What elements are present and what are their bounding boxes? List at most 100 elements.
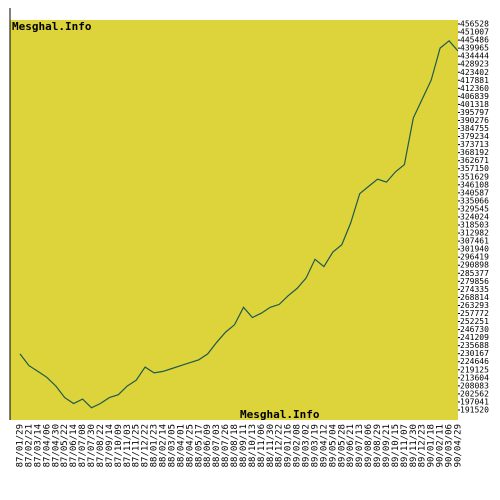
x-tick-label: 89/04/12 bbox=[319, 424, 329, 467]
x-tick-label: 88/02/14 bbox=[159, 424, 169, 467]
plot-area bbox=[10, 20, 458, 420]
y-tick-label: 202562 bbox=[460, 389, 489, 398]
x-tick-label: 87/07/30 bbox=[87, 424, 97, 467]
x-tick-label: 87/03/14 bbox=[33, 424, 43, 467]
y-tick-label: 368192 bbox=[460, 148, 489, 157]
y-tick-label: 191520 bbox=[460, 405, 489, 414]
y-tick-label: 285377 bbox=[460, 269, 489, 278]
y-tick-label: 235688 bbox=[460, 341, 489, 350]
x-tick-label: 90/04/29 bbox=[454, 424, 464, 467]
x-tick-label: 88/01/23 bbox=[150, 424, 160, 467]
y-tick-label: 268814 bbox=[460, 293, 489, 302]
x-tick-label: 89/11/30 bbox=[409, 424, 419, 467]
y-tick-label: 401318 bbox=[460, 100, 489, 109]
y-tick-label: 296419 bbox=[460, 253, 489, 262]
x-tick-label: 90/03/06 bbox=[445, 424, 455, 467]
x-tick-label: 87/10/09 bbox=[114, 424, 124, 467]
y-tick-label: 456528 bbox=[460, 20, 489, 29]
y-tick-label: 197041 bbox=[460, 397, 489, 406]
x-tick-label: 88/05/17 bbox=[194, 424, 204, 467]
x-tick-label: 87/06/14 bbox=[69, 424, 79, 467]
x-tick-label: 88/09/11 bbox=[239, 424, 249, 467]
x-tick-label: 89/05/04 bbox=[328, 424, 338, 467]
y-tick-label: 335066 bbox=[460, 196, 489, 205]
y-tick-label: 373713 bbox=[460, 140, 489, 149]
y-tick-label: 357150 bbox=[460, 164, 489, 173]
x-tick-label: 88/11/30 bbox=[266, 424, 276, 467]
y-tick-label: 451007 bbox=[460, 28, 489, 37]
y-tick-label: 346108 bbox=[460, 180, 489, 189]
x-tick-label: 89/08/06 bbox=[364, 424, 374, 467]
y-tick-label: 434444 bbox=[460, 52, 489, 61]
x-tick-label: 89/11/07 bbox=[400, 424, 410, 467]
y-tick-label: 340587 bbox=[460, 188, 489, 197]
x-tick-label: 89/07/13 bbox=[355, 424, 365, 467]
y-tick-label: 362671 bbox=[460, 156, 489, 165]
y-tick-label: 219125 bbox=[460, 365, 489, 374]
x-tick-label: 87/11/25 bbox=[132, 424, 142, 467]
watermark: Mesghal.Info bbox=[240, 408, 320, 421]
x-tick-label: 89/09/21 bbox=[382, 424, 392, 467]
y-tick-label: 274335 bbox=[460, 285, 489, 294]
y-tick-label: 257772 bbox=[460, 309, 489, 318]
y-tick-label: 279856 bbox=[460, 277, 489, 286]
x-tick-label: 89/01/16 bbox=[284, 424, 294, 467]
y-tick-label: 445486 bbox=[460, 36, 489, 45]
x-tick-label: 88/11/06 bbox=[257, 424, 267, 467]
y-tick-label: 324024 bbox=[460, 212, 489, 221]
y-tick-label: 290898 bbox=[460, 261, 489, 270]
watermark: Mesghal.Info bbox=[12, 20, 92, 33]
y-tick-label: 406839 bbox=[460, 92, 489, 101]
y-tick-label: 246730 bbox=[460, 325, 489, 334]
x-tick-label: 88/06/09 bbox=[203, 424, 213, 467]
x-tick-label: 87/12/22 bbox=[141, 424, 151, 467]
y-tick-label: 213604 bbox=[460, 373, 489, 382]
x-tick-label: 88/08/18 bbox=[230, 424, 240, 467]
y-tick-label: 263293 bbox=[460, 301, 489, 310]
x-tick-label: 87/05/22 bbox=[60, 424, 70, 467]
y-tick-label: 351629 bbox=[460, 172, 489, 181]
y-tick-label: 439965 bbox=[460, 44, 489, 53]
x-tick-label: 89/05/28 bbox=[337, 424, 347, 467]
y-tick-label: 423402 bbox=[460, 68, 489, 77]
y-tick-label: 224646 bbox=[460, 357, 489, 366]
x-tick-label: 89/03/19 bbox=[310, 424, 320, 467]
x-tick-label: 87/08/22 bbox=[96, 424, 106, 467]
x-tick-label: 90/01/18 bbox=[427, 424, 437, 467]
y-tick-label: 412360 bbox=[460, 84, 489, 93]
y-tick-label: 230167 bbox=[460, 349, 489, 358]
y-tick-label: 379234 bbox=[460, 132, 489, 141]
x-tick-label: 90/02/11 bbox=[436, 424, 446, 467]
y-tick-label: 395797 bbox=[460, 108, 489, 117]
y-tick-label: 252251 bbox=[460, 317, 489, 326]
y-tick-label: 329545 bbox=[460, 204, 489, 213]
y-tick-label: 318503 bbox=[460, 221, 489, 230]
x-tick-label: 89/06/21 bbox=[346, 424, 356, 467]
x-tick-label: 88/04/01 bbox=[176, 424, 186, 467]
y-tick-label: 301940 bbox=[460, 245, 489, 254]
y-tick-label: 307461 bbox=[460, 237, 489, 246]
x-tick-label: 89/08/29 bbox=[373, 424, 383, 467]
x-tick-label: 87/09/14 bbox=[105, 424, 115, 467]
y-tick-label: 384755 bbox=[460, 124, 489, 133]
y-tick-label: 208083 bbox=[460, 381, 489, 390]
x-tick-label: 89/10/15 bbox=[391, 424, 401, 467]
x-tick-label: 87/04/06 bbox=[42, 424, 52, 467]
x-tick-label: 88/03/05 bbox=[167, 424, 177, 467]
x-tick-label: 87/04/30 bbox=[51, 424, 61, 467]
x-tick-label: 88/07/26 bbox=[221, 424, 231, 467]
x-tick-label: 89/02/08 bbox=[293, 424, 303, 467]
x-tick-label: 87/02/21 bbox=[24, 424, 34, 467]
y-tick-label: 390276 bbox=[460, 116, 489, 125]
x-tick-label: 88/07/03 bbox=[212, 424, 222, 467]
y-tick-label: 312982 bbox=[460, 229, 489, 238]
y-tick-label: 417881 bbox=[460, 76, 489, 85]
x-tick-label: 89/03/02 bbox=[302, 424, 312, 467]
price-line bbox=[19, 39, 459, 409]
x-tick-label: 88/04/25 bbox=[185, 424, 195, 467]
x-tick-label: 88/10/13 bbox=[248, 424, 258, 467]
y-tick-label: 241209 bbox=[460, 333, 489, 342]
x-tick-label: 89/12/23 bbox=[418, 424, 428, 467]
